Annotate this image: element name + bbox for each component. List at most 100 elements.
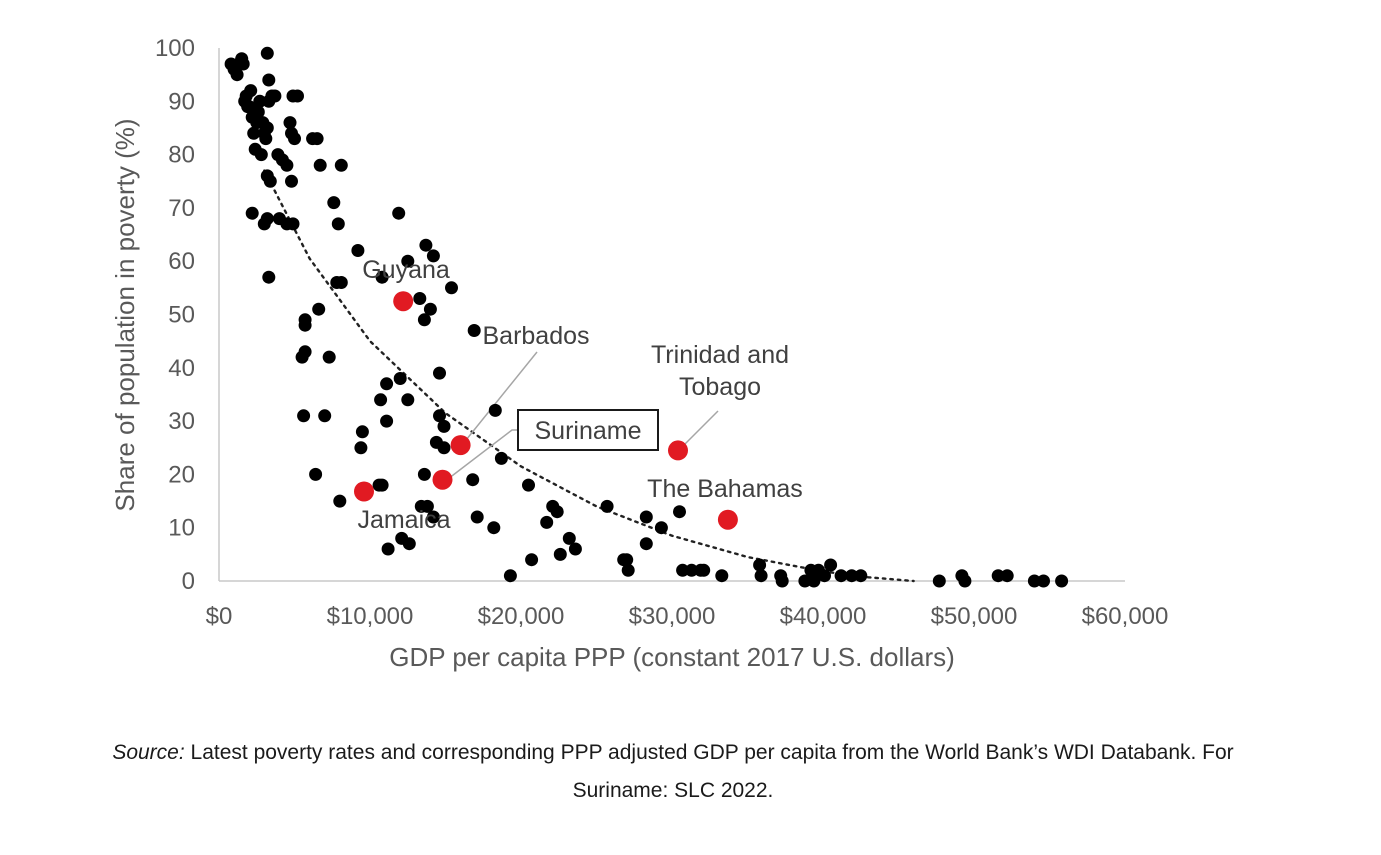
suriname-leader-line: [443, 429, 519, 483]
data-point: [775, 574, 789, 588]
caption-line-1: Source: Latest poverty rates and corresp…: [0, 734, 1346, 772]
data-point: [568, 542, 582, 556]
data-point: [309, 467, 323, 481]
data-point: [254, 148, 268, 162]
data-point: [236, 57, 250, 71]
data-point: [487, 521, 501, 535]
data-point-suriname: [432, 469, 453, 490]
data-point: [334, 276, 348, 289]
data-point: [375, 270, 389, 284]
data-point: [550, 505, 564, 519]
data-point: [262, 270, 276, 284]
label-trinidad-line2: Tobago: [679, 373, 761, 401]
data-point: [262, 73, 276, 87]
data-point: [824, 558, 838, 572]
data-point: [313, 158, 327, 172]
caption-line-2: Suriname: SLC 2022.: [572, 779, 774, 802]
y-tick-label: 0: [182, 568, 195, 595]
data-point: [245, 206, 259, 220]
data-point: [420, 499, 434, 513]
data-point: [620, 553, 634, 567]
data-point: [283, 116, 297, 130]
data-point: [380, 414, 394, 428]
data-point: [285, 174, 298, 188]
highlighted-data-points: [354, 291, 738, 530]
data-point: [553, 547, 567, 561]
label-jamaica: Jamaica: [357, 506, 450, 534]
data-point: [351, 244, 365, 257]
x-tick-labels: $0 $10,000 $20,000 $30,000 $40,000 $50,000 $60…: [206, 603, 1169, 630]
data-point: [251, 105, 265, 119]
data-point: [354, 441, 368, 455]
data-point-guyana: [393, 291, 414, 312]
x-axis-title: GDP per capita PPP (constant 2017 U.S. d…: [389, 642, 955, 672]
y-tick-label: 10: [168, 515, 195, 542]
data-point: [298, 318, 312, 332]
data-point: [540, 515, 554, 529]
data-point: [685, 563, 699, 577]
data-point: [253, 94, 267, 108]
data-point: [437, 419, 451, 433]
y-tick-label: 30: [168, 408, 195, 435]
data-point: [413, 292, 427, 305]
x-tick-label: $20,000: [478, 603, 565, 630]
data-point: [991, 569, 1005, 583]
data-point: [374, 393, 388, 407]
data-point: [466, 473, 480, 487]
x-tick-label: $40,000: [780, 603, 867, 630]
suriname-label-box: [517, 409, 659, 451]
data-point: [697, 563, 711, 577]
y-tick-label: 90: [168, 88, 195, 115]
data-point: [445, 281, 458, 295]
data-point: [1055, 574, 1069, 588]
data-point: [393, 372, 407, 385]
data-point: [331, 217, 345, 231]
data-point: [467, 324, 481, 337]
data-point-jamaica: [354, 481, 374, 502]
data-point: [932, 574, 946, 588]
data-point-the-bahamas: [717, 509, 738, 530]
label-barbados: Barbados: [482, 322, 589, 350]
data-point: [503, 569, 517, 583]
data-point: [639, 537, 653, 551]
axes: [218, 48, 1125, 582]
label-bahamas: The Bahamas: [647, 475, 803, 503]
data-point: [260, 121, 274, 135]
data-point: [298, 345, 312, 359]
data-point: [798, 574, 812, 588]
data-point: [676, 563, 690, 577]
y-tick-label: 40: [168, 355, 195, 382]
data-point: [522, 478, 535, 492]
data-point: [417, 313, 431, 327]
data-point: [260, 212, 274, 226]
data-point: [958, 574, 972, 588]
data-point: [380, 377, 394, 391]
data-point: [322, 350, 336, 364]
data-point: [818, 569, 831, 583]
data-point: [334, 158, 348, 172]
data-point: [807, 574, 821, 588]
data-point: [402, 537, 416, 551]
data-point: [318, 409, 332, 423]
data-point: [426, 510, 440, 524]
data-point: [426, 249, 440, 263]
data-point: [600, 499, 614, 513]
data-point: [268, 89, 282, 103]
data-point: [263, 174, 277, 188]
data-point: [259, 132, 273, 146]
data-point: [260, 46, 274, 60]
data-point-trinidad-and-tobago: [668, 440, 688, 461]
data-point: [401, 393, 415, 407]
data-point: [423, 302, 437, 316]
data-point: [562, 531, 576, 545]
x-tick-label: $50,000: [931, 603, 1018, 630]
y-tick-label: 60: [168, 248, 195, 275]
point-labels: Guyana Barbados Trinidad and Tobago Suri…: [357, 256, 802, 534]
data-point: [1000, 569, 1014, 583]
data-point: [437, 441, 451, 455]
caption-text: Latest poverty rates and corresponding P…: [184, 741, 1234, 764]
data-point: [433, 366, 446, 380]
data-point: [392, 206, 406, 220]
data-point: [754, 569, 768, 583]
y-tick-labels: 0 10 20 30 40 50 60 70 80 90 100: [155, 35, 195, 595]
